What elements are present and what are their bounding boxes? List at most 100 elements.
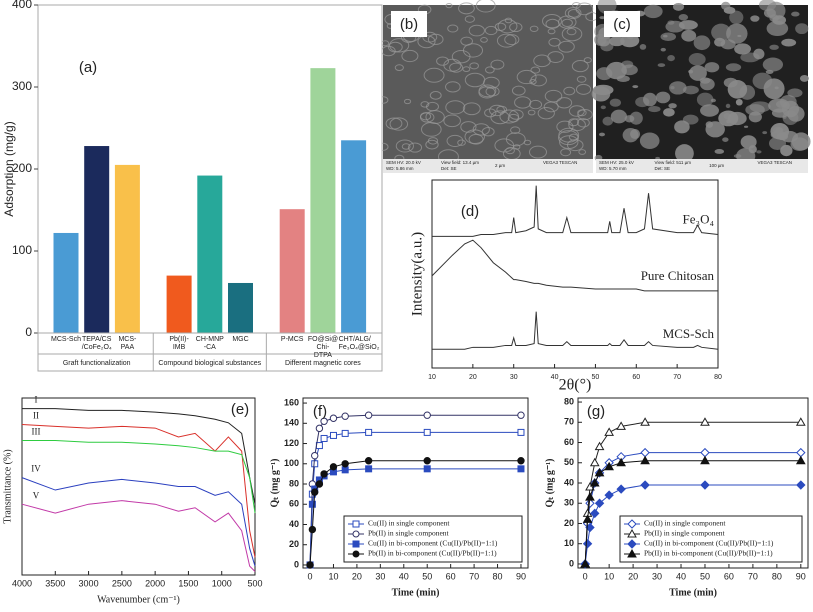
texture bbox=[475, 0, 496, 13]
texture bbox=[780, 144, 793, 157]
sem-info: WD: 5.86 mm bbox=[386, 166, 414, 171]
marker bbox=[795, 417, 806, 426]
texture bbox=[561, 26, 583, 42]
texture bbox=[630, 129, 641, 140]
texture bbox=[737, 34, 742, 38]
texture bbox=[460, 121, 477, 133]
x-tick-label: CH-MNP -CA bbox=[195, 336, 224, 351]
x-axis-label: 2θ(°) bbox=[559, 377, 592, 394]
x-tick-label: MCS-PAA bbox=[118, 336, 137, 351]
texture bbox=[566, 27, 577, 36]
x-tick-label: 90 bbox=[796, 571, 806, 581]
x-tick-label: 50 bbox=[422, 571, 432, 581]
legend-marker bbox=[627, 528, 637, 538]
x-tick-label: P-MCS bbox=[280, 336, 304, 343]
texture bbox=[462, 43, 484, 58]
marker bbox=[365, 465, 373, 473]
sem-info: View field: 13.4 µm bbox=[441, 160, 479, 165]
x-tick-label: 10 bbox=[604, 571, 614, 581]
marker bbox=[580, 558, 591, 568]
texture bbox=[464, 15, 475, 23]
marker bbox=[423, 428, 431, 436]
marker bbox=[329, 463, 338, 471]
texture bbox=[693, 35, 711, 51]
marker bbox=[517, 457, 525, 465]
texture bbox=[597, 34, 611, 47]
marker bbox=[423, 465, 431, 473]
x-tick-label: 30 bbox=[652, 571, 662, 581]
legend-label: Cu(II) in bi-component (Cu(II)/Pb(II)=1:… bbox=[368, 539, 498, 548]
x-tick-label: CHT/ALG/ Fe₃O₄@SiO₂ bbox=[338, 336, 380, 351]
texture bbox=[436, 56, 450, 66]
texture bbox=[688, 53, 706, 66]
texture bbox=[457, 139, 466, 146]
texture bbox=[670, 86, 675, 90]
marker bbox=[616, 484, 626, 494]
texture bbox=[723, 6, 736, 14]
legend-label: Cu(II) in single component bbox=[644, 519, 726, 528]
texture bbox=[484, 66, 495, 74]
y-tick-label: 160 bbox=[284, 397, 299, 407]
panel-label: (c) bbox=[613, 16, 631, 33]
x-tick-label: 80 bbox=[714, 374, 722, 381]
texture bbox=[722, 137, 729, 142]
texture bbox=[678, 13, 689, 21]
texture bbox=[663, 108, 675, 117]
texture bbox=[762, 57, 784, 72]
marker bbox=[320, 417, 328, 425]
texture bbox=[505, 132, 526, 147]
marker bbox=[308, 500, 316, 508]
texture bbox=[675, 144, 694, 163]
texture bbox=[575, 2, 594, 16]
texture bbox=[727, 80, 748, 99]
legend-box bbox=[343, 515, 523, 563]
legend-label: Cu(II) in single component bbox=[368, 519, 450, 528]
texture bbox=[762, 131, 768, 135]
texture bbox=[748, 145, 757, 154]
series-line bbox=[309, 468, 521, 565]
bar bbox=[197, 175, 223, 333]
y-tick-label: 0 bbox=[294, 559, 299, 569]
marker bbox=[320, 470, 328, 478]
texture bbox=[769, 44, 779, 50]
marker bbox=[640, 455, 650, 465]
texture bbox=[714, 149, 725, 154]
y-tick-label: 20 bbox=[289, 539, 299, 549]
texture bbox=[469, 62, 479, 70]
texture bbox=[558, 40, 575, 53]
texture bbox=[484, 25, 498, 36]
x-tick-label: 3500 bbox=[45, 578, 65, 588]
texture bbox=[576, 118, 590, 128]
texture bbox=[547, 51, 564, 63]
marker bbox=[423, 457, 431, 465]
texture bbox=[499, 109, 520, 124]
x-tick-label: 0 bbox=[308, 571, 313, 581]
plot-area bbox=[302, 397, 529, 569]
texture bbox=[643, 4, 663, 19]
sem-info: View field: 511 µm bbox=[655, 160, 692, 165]
marker bbox=[594, 467, 605, 477]
texture bbox=[490, 59, 505, 70]
legend-marker bbox=[352, 530, 360, 538]
texture bbox=[705, 121, 725, 138]
x-tick-label: 70 bbox=[748, 571, 758, 581]
marker bbox=[640, 480, 650, 490]
x-tick-label: 40 bbox=[551, 374, 559, 381]
y-tick-label: 60 bbox=[289, 499, 299, 509]
texture bbox=[665, 20, 685, 33]
x-tick-label: 80 bbox=[772, 571, 782, 581]
texture bbox=[511, 85, 526, 96]
series-label: III bbox=[32, 427, 41, 437]
texture bbox=[462, 66, 471, 73]
texture bbox=[763, 78, 785, 100]
bar bbox=[310, 68, 336, 333]
texture bbox=[472, 123, 490, 136]
legend-label: Pb(II) in single component bbox=[644, 529, 726, 538]
sem-info: Det: SE bbox=[655, 166, 671, 171]
x-tick-label: 30 bbox=[510, 374, 518, 381]
marker bbox=[700, 455, 710, 465]
group-label: Compound biological substances bbox=[158, 360, 261, 367]
series-label: V bbox=[33, 490, 40, 500]
texture bbox=[568, 118, 586, 132]
